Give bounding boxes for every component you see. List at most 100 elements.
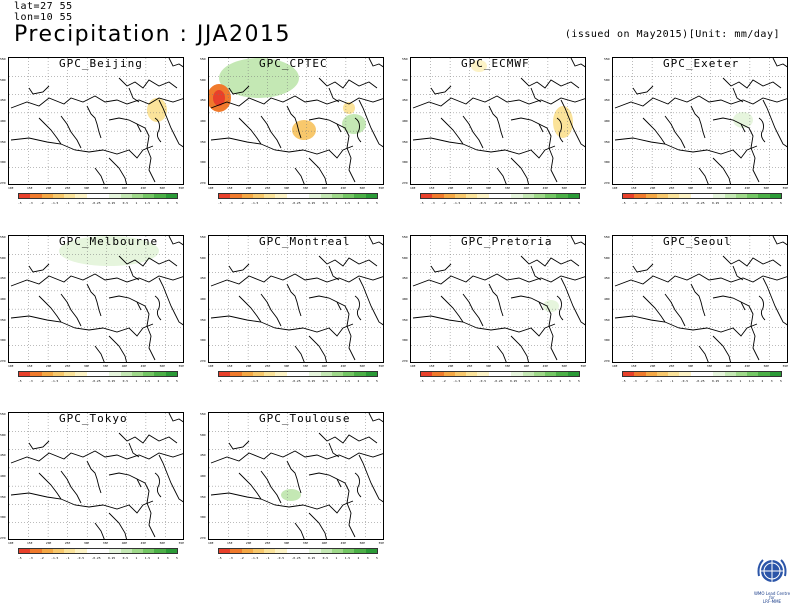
colorbar-swatch [511, 194, 523, 198]
coastline [412, 137, 556, 159]
lon-tick-labels: 10E 15E 20E 25E 30E 35E 40E 45E 50E 55E [410, 364, 586, 368]
colorbar-swatch [230, 549, 242, 553]
lon-tick: 15E [428, 364, 435, 368]
colorbar-tick: 1.5 [344, 201, 351, 205]
colorbar-swatch [109, 549, 121, 553]
colorbar-tick: 0.5 [726, 201, 733, 205]
lon-tick: 30E [283, 541, 290, 545]
colorbar-swatch [533, 194, 546, 198]
colorbar-swatch [165, 194, 177, 198]
lon-tick-labels: 10E 15E 20E 25E 30E 35E 40E 45E 50E 55E [208, 541, 384, 545]
coastline [260, 293, 282, 327]
coastline [740, 123, 760, 183]
lon-tick-labels: 10E 15E 20E 25E 30E 35E 40E 45E 50E 55E [612, 186, 788, 190]
coastline [60, 293, 82, 327]
colorbar-swatch [724, 372, 736, 376]
forecast-panel: GPC_Toulouse 55N 50N 45N 40N 35N 30N 27N 10E 15E 2… [200, 412, 384, 560]
colorbar-tick: 1.5 [144, 556, 151, 560]
colorbar-swatch [97, 194, 110, 198]
colorbar-tick: 0.5 [726, 379, 733, 383]
colorbar-swatch [75, 549, 87, 553]
colorbar-tick: 5 [176, 556, 178, 560]
coastline [238, 472, 262, 500]
lon-tick: 30E [83, 186, 90, 190]
coastline [412, 273, 585, 287]
colorbar-swatch [690, 194, 702, 198]
coastline [128, 87, 140, 103]
coastline [286, 460, 302, 494]
colorbar-swatch [365, 372, 377, 376]
lon-tick: 35E [102, 364, 109, 368]
colorbar-swatch [522, 372, 534, 376]
lat-tick: 50N [0, 255, 6, 260]
coastline [358, 99, 383, 148]
lon-tick: 55E [378, 364, 384, 368]
coastline [358, 454, 383, 503]
coastline [168, 58, 183, 68]
colorbar-tick: 5 [376, 556, 378, 560]
colorbar-swatch [701, 194, 714, 198]
colorbar-tick: -2 [442, 201, 446, 205]
colorbar-tick: 5 [780, 201, 782, 205]
lat-tick: 50N [402, 77, 408, 82]
colorbar-tick: -1 [265, 379, 270, 383]
colorbar-tick: -3 [229, 556, 233, 560]
colorbar-tick: 0.25 [107, 379, 116, 383]
colorbar-tick: -5 [420, 379, 424, 383]
colorbar-tick: -0.5 [478, 379, 487, 383]
lat-tick: 50N [402, 255, 408, 260]
lon-tick: 20E [447, 364, 454, 368]
wmo-caption-1: WMO Lead Centre for [753, 591, 791, 600]
colorbar-swatch [30, 549, 42, 553]
coastline [510, 117, 544, 133]
colorbar-tick: -1 [265, 556, 270, 560]
colorbar-tick: -5 [218, 556, 222, 560]
colorbar-tick: -3 [29, 201, 33, 205]
lat-tick: 50N [0, 432, 6, 437]
colorbar-tick: -3 [431, 201, 435, 205]
colorbar-tick: -2 [644, 379, 648, 383]
colorbar-swatch [52, 372, 65, 376]
lat-tick: 45N [0, 98, 6, 103]
lon-tick: 50E [359, 364, 366, 368]
colorbar-swatch [545, 194, 557, 198]
lat-tick-labels: 55N 50N 45N 40N 35N 30N 27N [402, 57, 407, 185]
lon-tick: 30E [283, 364, 290, 368]
coastline [440, 117, 464, 145]
colorbar-tick: -1 [65, 556, 70, 560]
colorbar-swatch [421, 194, 433, 198]
lon-tick: 50E [561, 364, 568, 368]
coastline [328, 442, 340, 458]
colorbar-tick: -2 [442, 379, 446, 383]
forecast-panel: GPC_CPTEC 55N 50N 45N 40N 35N 30N 27N 10E 15E 20E 2… [200, 57, 384, 205]
colorbar-swatch [656, 194, 669, 198]
lat-tick: 45N [0, 453, 6, 458]
colorbar-swatch [567, 372, 579, 376]
lon-tick: 50E [359, 186, 366, 190]
coastline [154, 472, 162, 498]
colorbar-tick: -3 [29, 379, 33, 383]
colorbar-swatch [131, 194, 144, 198]
lon-tick-labels: 10E 15E 20E 25E 30E 35E 40E 45E 50E 55E [208, 364, 384, 368]
colorbar-tick: 3 [166, 556, 169, 560]
colorbar-swatch [432, 372, 444, 376]
coastline [530, 265, 542, 281]
colorbar [218, 371, 378, 377]
colorbar-tick: 1.5 [748, 201, 755, 205]
lat-tick: 45N [402, 98, 408, 103]
lat-tick: 55N [0, 412, 6, 416]
map-canvas [9, 413, 183, 539]
colorbar-tick: -2 [40, 379, 44, 383]
lat-tick: 45N [200, 276, 206, 281]
coastline [294, 522, 305, 539]
colorbar-ticks: -5 -3 -2 -1.5 -1 -0.5 -0.25 0.25 0.5 1 1.5 2 3 5 [218, 201, 378, 205]
coastline [632, 85, 654, 95]
lon-tick: 35E [302, 541, 309, 545]
colorbar-swatch [713, 372, 725, 376]
lat-tick-labels: 55N 50N 45N 40N 35N 30N 27N [200, 57, 205, 185]
lat-tick: 45N [604, 276, 610, 281]
lon-tick: 55E [378, 541, 384, 545]
anomaly-area [219, 58, 299, 98]
coastline [336, 301, 356, 361]
coastline [368, 58, 383, 68]
